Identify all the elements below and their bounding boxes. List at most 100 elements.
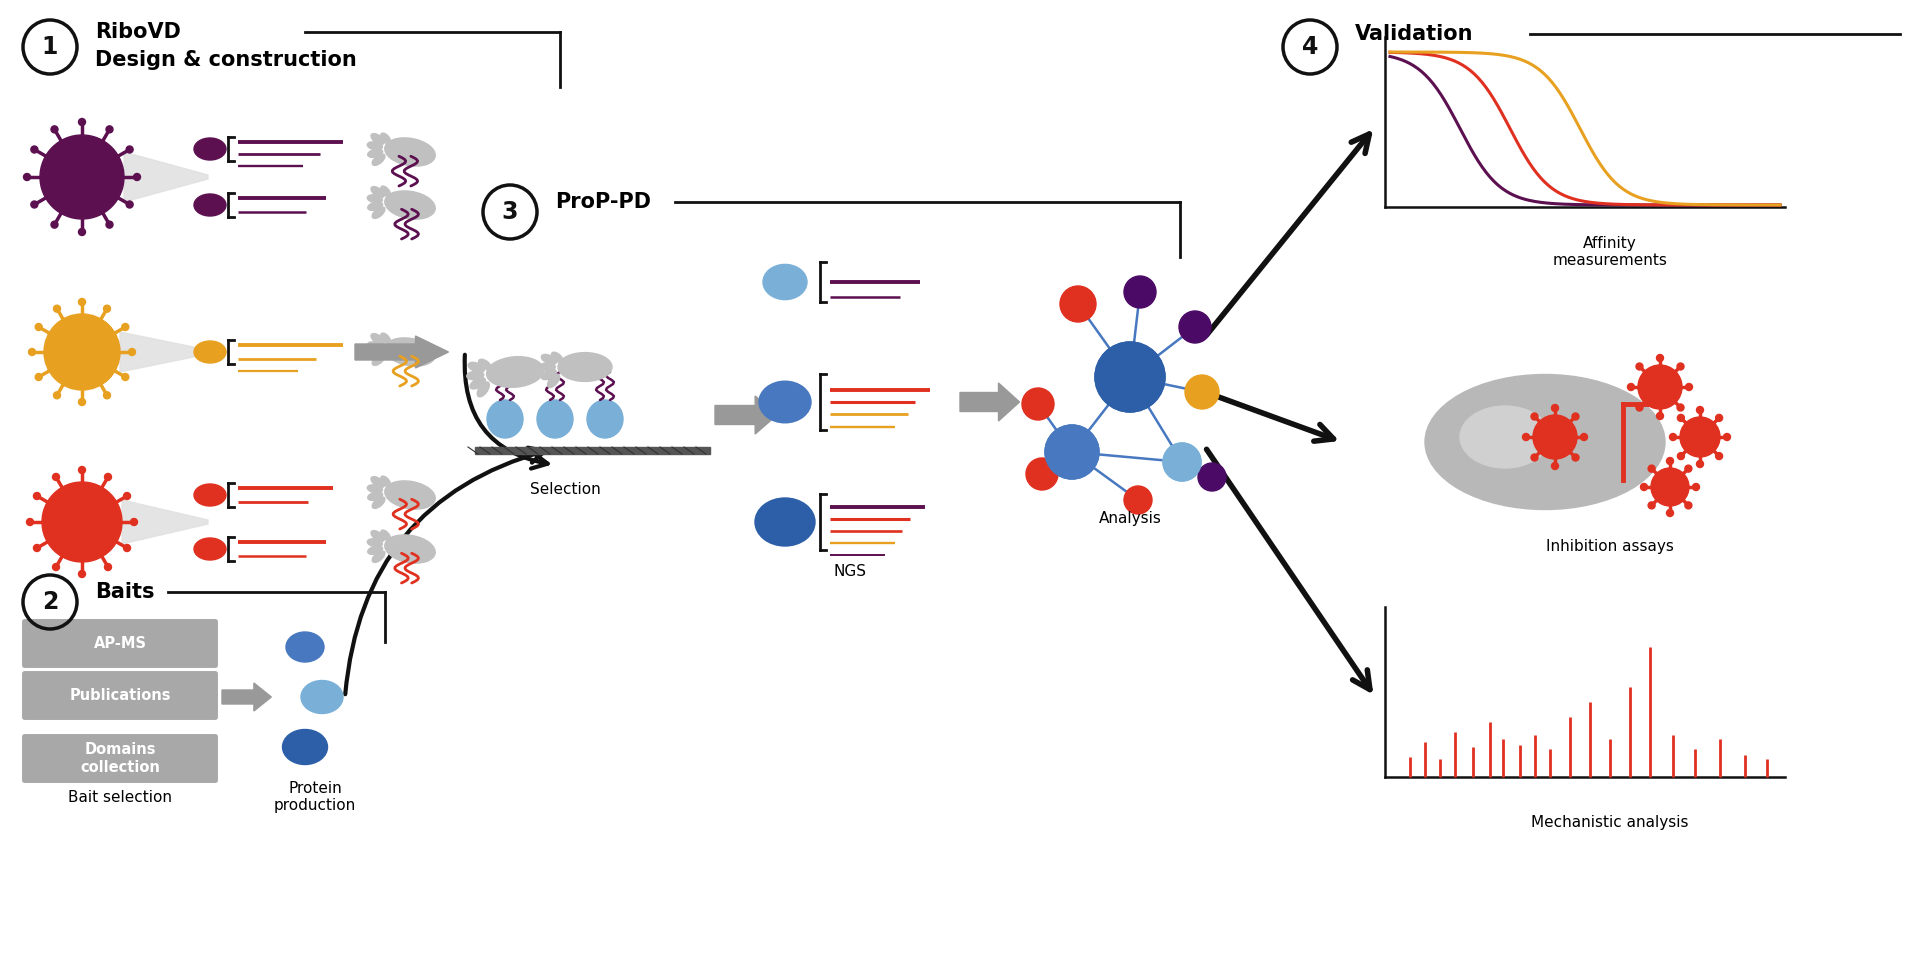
Ellipse shape <box>541 354 557 365</box>
Circle shape <box>1678 363 1683 370</box>
Circle shape <box>44 314 121 390</box>
Ellipse shape <box>381 333 390 344</box>
Ellipse shape <box>541 369 557 380</box>
Ellipse shape <box>486 357 543 388</box>
Circle shape <box>1697 407 1703 413</box>
Circle shape <box>122 373 128 381</box>
Text: Baits: Baits <box>96 582 155 602</box>
Text: Affinity
measurements: Affinity measurements <box>1553 235 1668 268</box>
Ellipse shape <box>478 359 492 369</box>
Ellipse shape <box>1544 432 1551 436</box>
Ellipse shape <box>300 680 342 714</box>
Circle shape <box>1716 414 1722 421</box>
Ellipse shape <box>371 477 385 487</box>
Circle shape <box>1163 443 1201 481</box>
Circle shape <box>54 305 61 312</box>
Ellipse shape <box>367 342 383 350</box>
Ellipse shape <box>539 363 555 371</box>
Circle shape <box>34 373 42 381</box>
Circle shape <box>128 348 136 355</box>
Circle shape <box>124 545 130 551</box>
Ellipse shape <box>371 187 385 197</box>
Polygon shape <box>122 500 209 544</box>
Bar <box>474 447 710 454</box>
Ellipse shape <box>551 352 562 363</box>
Circle shape <box>126 201 134 208</box>
Ellipse shape <box>367 539 383 546</box>
Circle shape <box>105 564 111 570</box>
Circle shape <box>23 173 31 181</box>
Ellipse shape <box>373 354 385 366</box>
Ellipse shape <box>86 529 96 541</box>
FancyArrow shape <box>960 383 1020 421</box>
Ellipse shape <box>367 195 383 203</box>
Circle shape <box>78 570 86 577</box>
Text: Selection: Selection <box>530 481 601 497</box>
Ellipse shape <box>1649 382 1655 387</box>
Circle shape <box>1657 412 1664 419</box>
Ellipse shape <box>90 168 103 178</box>
Ellipse shape <box>86 184 96 196</box>
Circle shape <box>1693 483 1699 491</box>
Circle shape <box>1666 509 1674 517</box>
Circle shape <box>1638 365 1682 409</box>
Circle shape <box>1044 425 1098 479</box>
Ellipse shape <box>476 382 490 397</box>
Circle shape <box>1198 463 1226 491</box>
Ellipse shape <box>367 485 383 493</box>
Circle shape <box>1678 453 1685 459</box>
Circle shape <box>103 305 111 312</box>
Text: 2: 2 <box>42 590 57 614</box>
Circle shape <box>1649 465 1655 472</box>
Circle shape <box>33 493 40 500</box>
Circle shape <box>105 474 111 480</box>
Circle shape <box>1178 311 1211 343</box>
Text: Design & construction: Design & construction <box>96 50 356 70</box>
Circle shape <box>34 323 42 330</box>
Ellipse shape <box>381 476 390 487</box>
Circle shape <box>1094 342 1165 412</box>
Circle shape <box>105 126 113 133</box>
Circle shape <box>1657 354 1664 362</box>
Ellipse shape <box>90 344 101 352</box>
Circle shape <box>42 482 122 562</box>
Circle shape <box>52 221 57 228</box>
Circle shape <box>130 519 138 525</box>
Circle shape <box>1685 384 1693 390</box>
Ellipse shape <box>763 264 807 300</box>
Circle shape <box>1716 453 1722 459</box>
Circle shape <box>75 345 88 359</box>
Circle shape <box>1666 483 1674 490</box>
Ellipse shape <box>385 138 436 167</box>
Ellipse shape <box>1699 426 1703 433</box>
Ellipse shape <box>373 497 385 508</box>
Ellipse shape <box>78 154 88 167</box>
Text: Bait selection: Bait selection <box>69 790 172 805</box>
Ellipse shape <box>1425 374 1664 509</box>
Circle shape <box>1530 413 1538 420</box>
Circle shape <box>27 519 34 525</box>
Ellipse shape <box>1662 490 1668 496</box>
Circle shape <box>124 493 130 500</box>
Ellipse shape <box>371 334 385 345</box>
Text: 3: 3 <box>501 200 518 224</box>
Circle shape <box>1649 501 1655 509</box>
Ellipse shape <box>283 729 327 765</box>
Circle shape <box>33 545 40 551</box>
Circle shape <box>122 323 128 330</box>
Circle shape <box>1641 483 1647 491</box>
Text: Analysis: Analysis <box>1098 511 1161 526</box>
Ellipse shape <box>373 154 385 166</box>
Ellipse shape <box>367 492 383 501</box>
FancyBboxPatch shape <box>21 618 218 669</box>
Circle shape <box>1697 434 1704 440</box>
FancyBboxPatch shape <box>21 670 218 721</box>
Circle shape <box>1685 501 1691 509</box>
Ellipse shape <box>587 400 624 438</box>
Ellipse shape <box>381 186 390 197</box>
Circle shape <box>52 126 57 133</box>
Circle shape <box>1551 405 1559 412</box>
Circle shape <box>1163 443 1201 481</box>
Ellipse shape <box>1701 440 1706 446</box>
Ellipse shape <box>559 352 612 382</box>
